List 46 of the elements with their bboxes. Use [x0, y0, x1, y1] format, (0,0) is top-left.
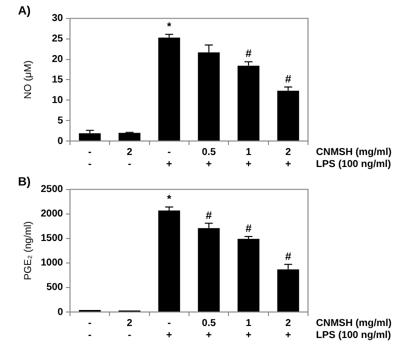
annotation: #	[245, 48, 252, 60]
y-tick-label: 2000	[40, 208, 64, 220]
x-tick-label: 2 -	[126, 146, 133, 170]
annotation: *	[167, 20, 172, 33]
y-tick-label: 15	[52, 74, 64, 86]
x-tick-label: - +	[166, 146, 172, 170]
y-tick-label: 500	[46, 282, 64, 294]
y-tick-label: 10	[52, 94, 64, 106]
y-tick-label: 2500	[40, 184, 64, 196]
bar	[78, 133, 101, 140]
y-tick-label: 20	[52, 54, 64, 66]
text: LPS (100 ng/ml)	[316, 158, 392, 170]
annotation: #	[245, 223, 252, 236]
x-tick-label: 2 -	[126, 318, 133, 341]
x-tick-label: 0.5 +	[202, 146, 216, 170]
chart-title: B)	[18, 174, 31, 189]
y-tick-label: 1000	[40, 258, 64, 269]
y-tick-label: 25	[52, 34, 64, 45]
bar	[277, 90, 300, 140]
x-tick-label: 1 +	[246, 146, 252, 170]
bar	[118, 132, 140, 140]
y-tick-label: 30	[52, 13, 64, 24]
x-tick-label: - -	[88, 318, 92, 341]
annotation: #	[206, 210, 212, 222]
bar	[238, 238, 260, 312]
y-tick-label: 1500	[40, 233, 64, 244]
y-tick-label: 0	[57, 306, 64, 318]
text: CNMSH (mg/ml)	[316, 146, 392, 158]
annotation: *	[167, 194, 172, 206]
x-tick-label: 2 +	[285, 146, 292, 170]
annotation: #	[285, 74, 292, 86]
text: CNMSH (mg/ml)	[316, 318, 392, 329]
x-tick-label: 2 +	[285, 318, 292, 341]
bar	[158, 38, 180, 140]
x-tick-label: 0.5 +	[202, 318, 216, 341]
x-tick-label: - +	[166, 318, 172, 341]
bar	[158, 210, 180, 312]
x-tick-label: 1 +	[246, 318, 252, 341]
chart-title: A)	[18, 4, 31, 18]
text: LPS (100 ng/ml)	[316, 330, 392, 341]
y-axis-title: NO (μM)	[22, 60, 34, 99]
annotation: #	[285, 250, 292, 263]
y-tick-label: 5	[57, 115, 64, 126]
y-tick-label: 0	[57, 136, 64, 147]
y-axis-title: PGE₂ (ng/ml)	[22, 221, 34, 280]
x-tick-label: - -	[88, 146, 92, 170]
